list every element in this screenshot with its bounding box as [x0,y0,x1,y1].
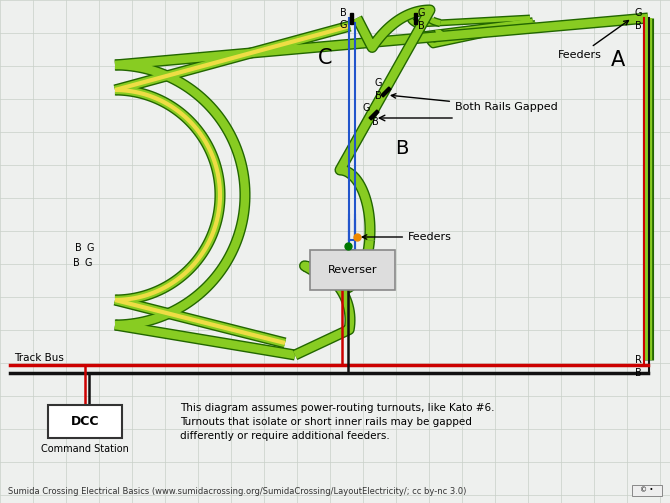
Text: A: A [611,50,625,70]
Text: B: B [72,258,79,268]
Text: G: G [86,243,94,253]
Text: This diagram assumes power-routing turnouts, like Kato #6.
Turnouts that isolate: This diagram assumes power-routing turno… [180,403,494,441]
Bar [381,87,391,97]
Text: G: G [339,20,347,30]
Bar [310,250,395,290]
Text: B: B [372,117,379,127]
Bar [48,405,122,438]
Text: R: R [634,355,641,365]
Text: Reverser: Reverser [328,265,377,275]
Text: B: B [634,368,641,378]
Bar [413,13,417,24]
Text: B: B [634,21,641,31]
Text: B: B [395,138,409,157]
Text: Track Bus: Track Bus [14,353,64,363]
Text: C: C [318,48,332,68]
Text: G: G [417,8,425,18]
Text: Command Station: Command Station [41,444,129,454]
Text: DCC: DCC [71,415,99,428]
Text: © •: © • [641,487,654,493]
Text: Feeders: Feeders [558,21,628,60]
Text: Sumida Crossing Electrical Basics (www.sumidacrossing.org/SumidaCrossing/LayoutE: Sumida Crossing Electrical Basics (www.s… [8,487,466,496]
Bar [369,110,379,120]
Bar [350,13,352,24]
Bar [632,485,662,496]
Text: G: G [84,258,92,268]
Text: G: G [634,8,642,18]
Text: B: B [417,21,424,31]
Text: B: B [375,91,381,101]
Text: G: G [375,78,382,88]
Text: Both Rails Gapped: Both Rails Gapped [391,94,557,112]
Text: B: B [340,8,346,18]
Text: G: G [362,103,370,113]
Text: Feeders: Feeders [362,232,452,242]
Text: B: B [74,243,81,253]
